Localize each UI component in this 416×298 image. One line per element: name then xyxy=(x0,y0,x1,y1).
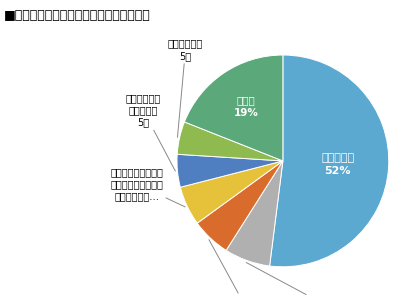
Text: 初老期における
認知症…: 初老期における 認知症… xyxy=(246,263,350,298)
Text: 脳血管疾患
52%: 脳血管疾患 52% xyxy=(321,153,354,176)
Wedge shape xyxy=(184,55,283,161)
Text: その他
19%: その他 19% xyxy=(233,95,258,118)
Wedge shape xyxy=(177,122,283,161)
Text: ■介護保険２号被保険者の原因疾患の割合: ■介護保険２号被保険者の原因疾患の割合 xyxy=(4,9,151,22)
Wedge shape xyxy=(226,161,283,266)
Wedge shape xyxy=(270,55,389,267)
Text: パーキンソン
病関連疾患
5％: パーキンソン 病関連疾患 5％ xyxy=(126,93,176,171)
Wedge shape xyxy=(197,161,283,250)
Text: 糖尿病性神経障害、
糖尿病性賢症及び糖
尿病性網膜症…: 糖尿病性神経障害、 糖尿病性賢症及び糖 尿病性網膜症… xyxy=(110,167,185,207)
Wedge shape xyxy=(177,154,283,187)
Wedge shape xyxy=(180,161,283,223)
Text: 関節リウマチ
5％: 関節リウマチ 5％ xyxy=(168,38,203,137)
Text: がん（末期）
6％: がん（末期） 6％ xyxy=(209,240,263,298)
